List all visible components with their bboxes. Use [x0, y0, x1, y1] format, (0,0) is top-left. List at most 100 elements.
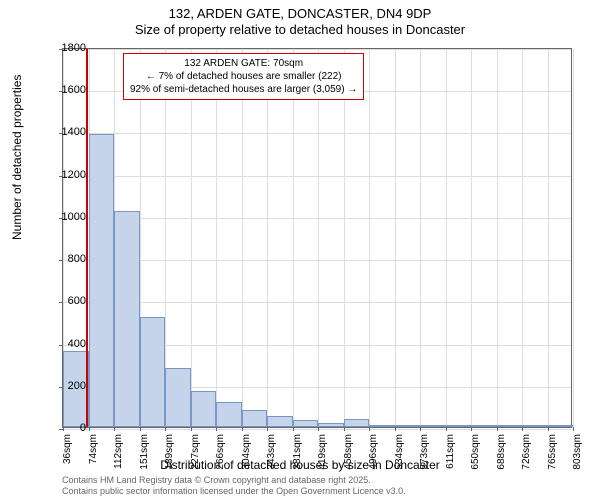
x-tick: [318, 427, 319, 431]
annotation-line1: 132 ARDEN GATE: 70sqm: [130, 57, 357, 70]
y-axis-label: Number of detached properties: [10, 75, 24, 240]
annotation-box: 132 ARDEN GATE: 70sqm ← 7% of detached h…: [123, 53, 364, 100]
histogram-bar: [548, 425, 574, 427]
x-tick: [395, 427, 396, 431]
x-tick-label: 688sqm: [496, 434, 507, 474]
plot-area: 132 ARDEN GATE: 70sqm ← 7% of detached h…: [62, 48, 572, 428]
x-tick: [344, 427, 345, 431]
x-tick-label: 381sqm: [292, 434, 303, 474]
gridline-v: [522, 49, 523, 427]
histogram-chart: 132 ARDEN GATE: 70sqm ← 7% of detached h…: [62, 48, 572, 428]
gridline-v: [293, 49, 294, 427]
x-tick-label: 611sqm: [445, 434, 456, 474]
gridline-v: [369, 49, 370, 427]
x-tick-label: 266sqm: [215, 434, 226, 474]
x-tick: [471, 427, 472, 431]
histogram-bar: [191, 391, 217, 427]
histogram-bar: [497, 425, 523, 427]
footnote-line2: Contains public sector information licen…: [62, 486, 406, 497]
histogram-bar: [165, 368, 191, 427]
gridline-v: [420, 49, 421, 427]
x-tick: [63, 427, 64, 431]
y-tick-label: 0: [80, 422, 86, 434]
x-tick-label: 534sqm: [394, 434, 405, 474]
gridline-v: [318, 49, 319, 427]
x-tick: [191, 427, 192, 431]
gridline-v: [216, 49, 217, 427]
gridline-v: [242, 49, 243, 427]
x-tick-label: 36sqm: [62, 434, 73, 474]
gridline-v: [573, 49, 574, 427]
histogram-bar: [140, 317, 166, 427]
gridline-v: [446, 49, 447, 427]
y-tick-label: 400: [68, 338, 86, 350]
x-tick-label: 227sqm: [190, 434, 201, 474]
x-tick-label: 765sqm: [547, 434, 558, 474]
gridline-v: [395, 49, 396, 427]
histogram-bar: [420, 425, 446, 427]
gridline-v: [344, 49, 345, 427]
y-tick-label: 600: [68, 295, 86, 307]
histogram-bar: [114, 211, 140, 427]
y-tick-label: 1200: [62, 169, 86, 181]
histogram-bar: [471, 425, 497, 427]
x-tick: [446, 427, 447, 431]
histogram-bar: [395, 425, 421, 427]
histogram-bar: [369, 425, 395, 427]
x-tick: [216, 427, 217, 431]
x-tick-label: 151sqm: [139, 434, 150, 474]
x-tick-label: 458sqm: [343, 434, 354, 474]
x-tick-label: 573sqm: [419, 434, 430, 474]
x-tick: [114, 427, 115, 431]
histogram-bar: [242, 410, 268, 427]
marker-line: [86, 49, 88, 427]
gridline-v: [471, 49, 472, 427]
histogram-bar: [216, 402, 242, 427]
x-tick-label: 112sqm: [113, 434, 124, 474]
x-tick: [573, 427, 574, 431]
x-tick: [522, 427, 523, 431]
x-tick-label: 726sqm: [521, 434, 532, 474]
x-tick: [497, 427, 498, 431]
x-tick: [140, 427, 141, 431]
histogram-bar: [89, 134, 115, 427]
gridline-v: [267, 49, 268, 427]
y-tick-label: 1400: [62, 126, 86, 138]
x-tick-label: 650sqm: [470, 434, 481, 474]
histogram-bar: [344, 419, 370, 427]
x-tick-label: 343sqm: [266, 434, 277, 474]
histogram-bar: [267, 416, 293, 427]
page-subtitle: Size of property relative to detached ho…: [0, 22, 600, 37]
footnote: Contains HM Land Registry data © Crown c…: [62, 475, 406, 497]
x-tick: [89, 427, 90, 431]
x-tick-label: 189sqm: [164, 434, 175, 474]
annotation-line2: ← 7% of detached houses are smaller (222…: [130, 70, 357, 83]
x-tick-label: 803sqm: [572, 434, 583, 474]
x-tick: [420, 427, 421, 431]
x-tick: [293, 427, 294, 431]
histogram-bar: [522, 425, 548, 427]
y-tick-label: 200: [68, 380, 86, 392]
histogram-bar: [318, 423, 344, 427]
x-tick: [548, 427, 549, 431]
y-tick-label: 800: [68, 253, 86, 265]
footnote-line1: Contains HM Land Registry data © Crown c…: [62, 475, 406, 486]
gridline-v: [548, 49, 549, 427]
histogram-bar: [293, 420, 319, 427]
x-tick-label: 496sqm: [368, 434, 379, 474]
x-tick-label: 74sqm: [88, 434, 99, 474]
page-title: 132, ARDEN GATE, DONCASTER, DN4 9DP: [0, 6, 600, 21]
x-tick-label: 419sqm: [317, 434, 328, 474]
x-tick: [267, 427, 268, 431]
x-tick-label: 304sqm: [241, 434, 252, 474]
histogram-bar: [446, 425, 472, 427]
y-tick-label: 1000: [62, 211, 86, 223]
y-tick-label: 1600: [62, 84, 86, 96]
x-tick: [369, 427, 370, 431]
annotation-line3: 92% of semi-detached houses are larger (…: [130, 83, 357, 96]
x-tick: [242, 427, 243, 431]
y-tick-label: 1800: [62, 42, 86, 54]
gridline-v: [497, 49, 498, 427]
gridline-v: [191, 49, 192, 427]
x-tick: [165, 427, 166, 431]
